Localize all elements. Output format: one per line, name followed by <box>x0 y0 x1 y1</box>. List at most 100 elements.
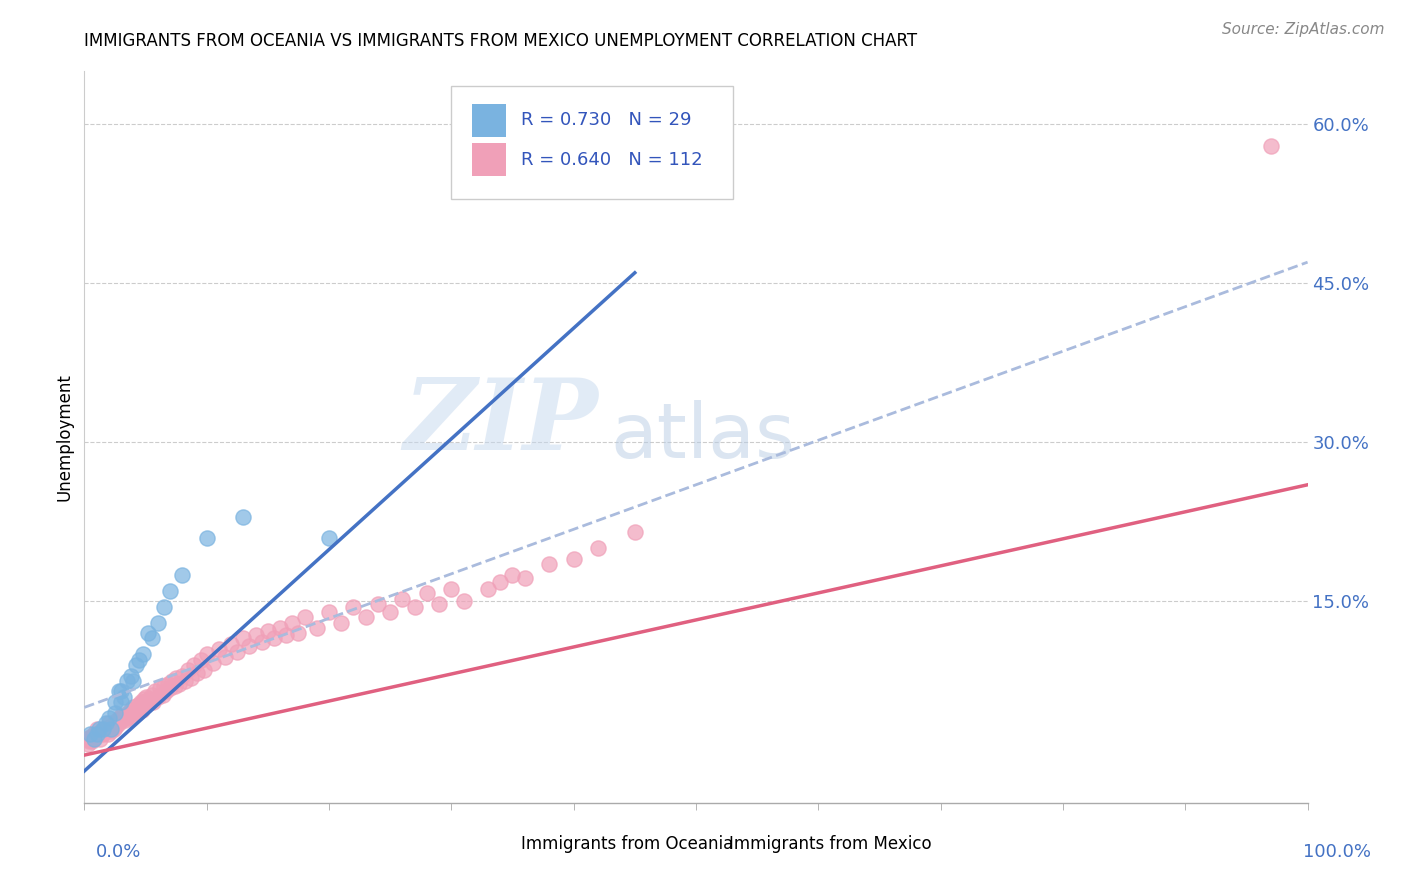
Point <box>172 668 194 682</box>
Point <box>245 628 267 642</box>
Point <box>489 575 512 590</box>
Point <box>108 711 131 725</box>
Point <box>100 722 122 736</box>
Point <box>83 732 105 747</box>
Point <box>107 716 129 731</box>
Point <box>131 702 153 716</box>
Y-axis label: Unemployment: Unemployment <box>55 373 73 501</box>
Point <box>76 732 98 747</box>
Point <box>110 684 132 698</box>
Point <box>110 709 132 723</box>
Point <box>93 722 115 736</box>
Point <box>226 645 249 659</box>
Point <box>86 727 108 741</box>
Point <box>180 671 202 685</box>
Point <box>79 727 101 741</box>
Point <box>238 639 260 653</box>
Point <box>90 723 112 738</box>
Point <box>118 709 141 723</box>
Point <box>440 582 463 596</box>
Text: Source: ZipAtlas.com: Source: ZipAtlas.com <box>1222 22 1385 37</box>
Point <box>586 541 609 556</box>
Point <box>201 656 224 670</box>
Text: Immigrants from Mexico: Immigrants from Mexico <box>728 835 932 853</box>
Point <box>87 722 110 736</box>
Point <box>125 658 148 673</box>
Point <box>110 695 132 709</box>
Point <box>502 567 524 582</box>
Point <box>122 673 145 688</box>
Point <box>294 610 316 624</box>
Point <box>97 727 120 741</box>
Point <box>103 722 125 736</box>
Point <box>257 624 280 638</box>
Point <box>141 632 163 646</box>
Point <box>305 621 328 635</box>
Point <box>132 695 155 709</box>
Point <box>110 713 132 727</box>
Point <box>538 558 561 572</box>
Point <box>269 621 291 635</box>
Point <box>562 552 585 566</box>
Point <box>117 706 139 720</box>
Point <box>132 648 155 662</box>
Point <box>91 722 114 736</box>
Point <box>195 531 218 545</box>
Point <box>250 634 273 648</box>
Point <box>96 716 118 731</box>
Point <box>149 681 172 696</box>
Point <box>172 567 194 582</box>
Point <box>115 673 138 688</box>
Text: R = 0.640   N = 112: R = 0.640 N = 112 <box>522 151 703 169</box>
Point <box>86 727 108 741</box>
Point <box>193 663 215 677</box>
Point <box>122 706 145 720</box>
Point <box>105 713 128 727</box>
Point <box>330 615 353 630</box>
Point <box>100 723 122 738</box>
Point <box>624 525 647 540</box>
Point <box>287 626 309 640</box>
Point <box>391 592 413 607</box>
Point <box>136 626 159 640</box>
Point <box>125 706 148 720</box>
Point <box>153 599 176 614</box>
Point <box>186 666 208 681</box>
Point <box>97 711 120 725</box>
Point <box>453 594 475 608</box>
Point <box>120 702 142 716</box>
Point <box>91 727 114 741</box>
Point <box>159 681 181 696</box>
Point <box>195 648 218 662</box>
Point <box>214 649 236 664</box>
Point <box>427 597 450 611</box>
Point <box>128 700 150 714</box>
Point <box>115 709 138 723</box>
Point <box>155 684 177 698</box>
Point <box>367 597 389 611</box>
Point <box>163 679 186 693</box>
Point <box>177 663 200 677</box>
Point <box>104 695 127 709</box>
Point <box>219 637 242 651</box>
Point <box>232 632 254 646</box>
Point <box>167 677 190 691</box>
Point <box>1260 138 1282 153</box>
Point <box>115 711 138 725</box>
Bar <box>472 104 506 137</box>
Point <box>127 698 149 713</box>
Point <box>104 716 127 731</box>
Point <box>134 692 156 706</box>
Point <box>173 673 195 688</box>
Point <box>146 690 169 704</box>
Point <box>153 679 176 693</box>
Point <box>232 509 254 524</box>
Point <box>146 615 169 630</box>
Point <box>416 586 439 600</box>
Point <box>477 582 499 596</box>
Point <box>105 719 128 733</box>
Text: ZIP: ZIP <box>404 375 598 471</box>
Point <box>276 628 298 642</box>
Point <box>513 571 536 585</box>
Point <box>183 658 205 673</box>
